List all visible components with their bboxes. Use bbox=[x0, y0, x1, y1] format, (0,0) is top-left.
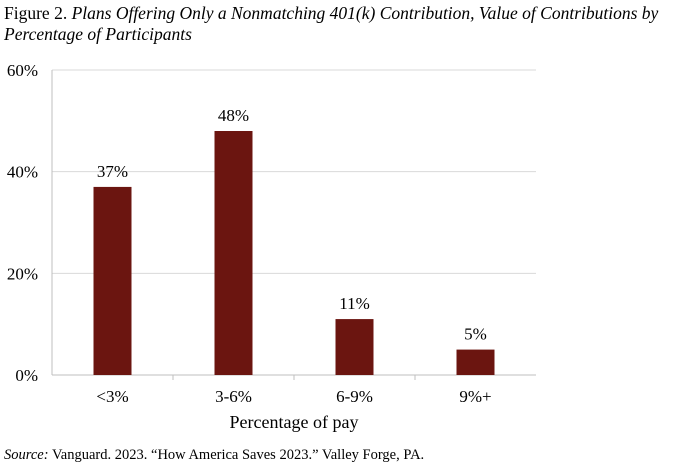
x-tick-label: <3% bbox=[96, 387, 128, 406]
data-label: 11% bbox=[339, 294, 370, 313]
data-labels: 37% 48% 11% 5% bbox=[97, 106, 487, 344]
bar bbox=[93, 186, 132, 375]
source-text: Vanguard. 2023. “How America Saves 2023.… bbox=[51, 447, 425, 463]
gridlines bbox=[51, 69, 536, 380]
x-tick-label: 6-9% bbox=[336, 387, 373, 406]
bar bbox=[335, 319, 374, 375]
y-tick-label: 60% bbox=[7, 61, 38, 80]
source-note: Source: Vanguard. 2023. “How America Sav… bbox=[4, 446, 424, 464]
bars bbox=[93, 131, 495, 375]
x-axis-ticks: <3% 3-6% 6-9% 9%+ bbox=[96, 387, 491, 406]
x-tick-label: 9%+ bbox=[459, 387, 491, 406]
data-label: 48% bbox=[218, 106, 249, 125]
x-axis-title: Percentage of pay bbox=[230, 412, 359, 432]
bar bbox=[214, 131, 253, 375]
source-label: Source: bbox=[4, 447, 49, 463]
figure-prefix: Figure 2. bbox=[4, 3, 68, 23]
data-label: 5% bbox=[464, 325, 487, 344]
data-label: 37% bbox=[97, 162, 128, 181]
bar bbox=[456, 349, 495, 375]
y-tick-label: 20% bbox=[7, 264, 38, 283]
y-tick-label: 40% bbox=[7, 163, 38, 182]
y-tick-label: 0% bbox=[15, 366, 38, 385]
y-axis-ticks: 0% 20% 40% 60% bbox=[7, 61, 38, 385]
x-tick-label: 3-6% bbox=[215, 387, 252, 406]
figure-title: Figure 2. Plans Offering Only a Nonmatch… bbox=[4, 3, 694, 45]
figure-title-text: Plans Offering Only a Nonmatching 401(k)… bbox=[4, 3, 659, 44]
